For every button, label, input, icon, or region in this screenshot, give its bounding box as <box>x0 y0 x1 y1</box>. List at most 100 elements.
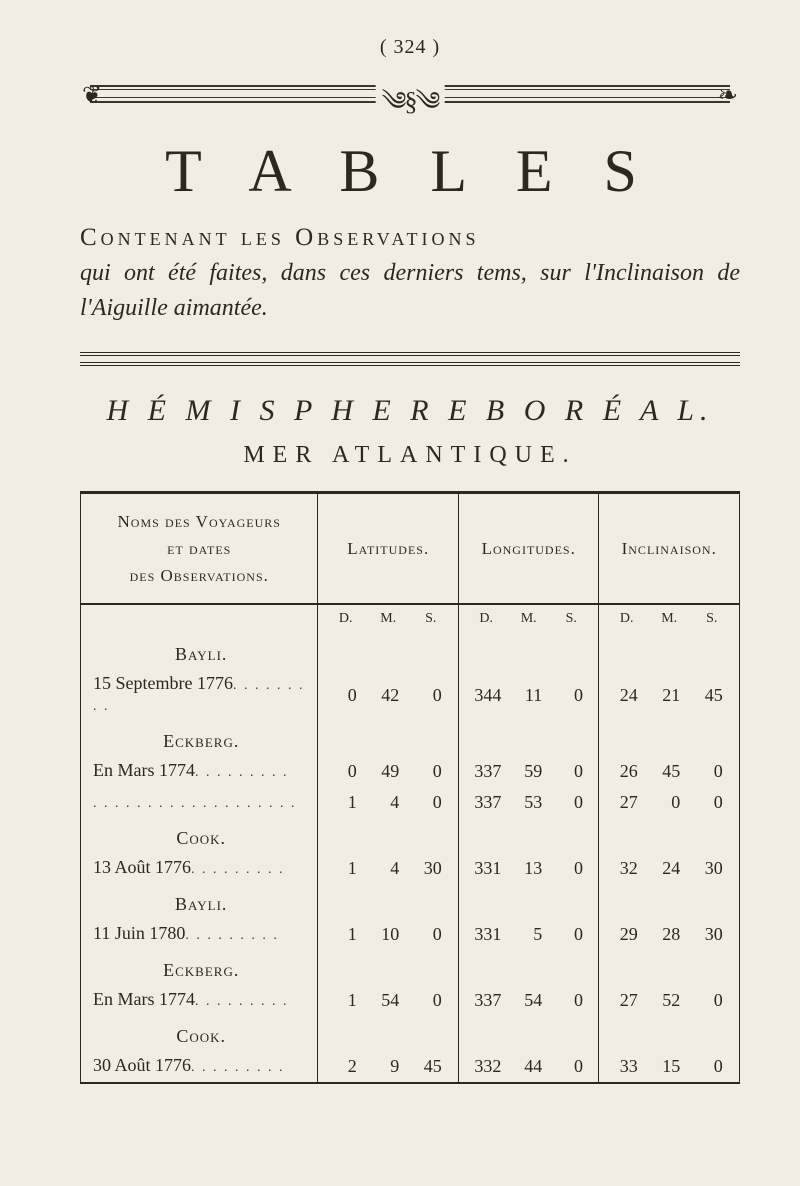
table-row: 13 Août 17761430331130322430 <box>81 853 740 884</box>
val-s: 0 <box>561 858 583 879</box>
voyager-row: Cook. <box>81 1016 740 1051</box>
val-m: 28 <box>658 924 680 945</box>
val-s: 0 <box>701 792 723 813</box>
voyager-name: Cook. <box>91 1020 311 1047</box>
val-m: 5 <box>520 924 542 945</box>
val-m: 44 <box>520 1056 542 1077</box>
val-s: 0 <box>561 1056 583 1077</box>
val-d: 33 <box>616 1056 638 1077</box>
val-m: 45 <box>658 761 680 782</box>
val-s: 0 <box>561 761 583 782</box>
page-number: ( 324 ) <box>80 36 740 59</box>
entry-date <box>91 791 311 814</box>
val-d: 337 <box>474 990 501 1011</box>
table-row: 15 Septembre 17760420344110242145 <box>81 669 740 721</box>
voyager-row: Eckberg. <box>81 721 740 756</box>
val-d: 1 <box>335 924 357 945</box>
table-row: 30 Août 1776294533244033150 <box>81 1051 740 1083</box>
val-m: 52 <box>658 990 680 1011</box>
col-header-names: Noms des Voyageurs et dates des Observat… <box>81 492 318 604</box>
entry-date: 15 Septembre 1776 <box>91 673 311 717</box>
val-d: 331 <box>474 924 501 945</box>
val-d: 332 <box>474 1056 501 1077</box>
val-s: 30 <box>701 924 723 945</box>
val-d: 1 <box>335 990 357 1011</box>
val-s: 0 <box>420 924 442 945</box>
val-s: 0 <box>701 1056 723 1077</box>
val-d: 0 <box>335 685 357 706</box>
val-d: 1 <box>335 792 357 813</box>
entry-date: En Mars 1774 <box>91 760 311 783</box>
unit-s: S. <box>701 611 723 627</box>
main-title: T A B L E S <box>80 137 740 206</box>
ornament-right-glyph: ❧ <box>718 81 738 110</box>
val-d: 344 <box>474 685 501 706</box>
observations-table: Noms des Voyageurs et dates des Observat… <box>80 491 740 1085</box>
voyager-name: Eckberg. <box>91 725 311 752</box>
val-d: 337 <box>474 792 501 813</box>
val-s: 0 <box>561 792 583 813</box>
val-m: 21 <box>658 685 680 706</box>
val-m: 13 <box>520 858 542 879</box>
subtitle: Contenant les Observations qui ont été f… <box>80 220 740 326</box>
val-s: 0 <box>561 990 583 1011</box>
val-s: 0 <box>420 792 442 813</box>
voyager-name: Cook. <box>91 822 311 849</box>
val-m: 9 <box>377 1056 399 1077</box>
val-s: 0 <box>701 761 723 782</box>
val-s: 45 <box>701 685 723 706</box>
val-s: 0 <box>420 990 442 1011</box>
sea-heading: MER ATLANTIQUE. <box>80 442 740 469</box>
unit-s: S. <box>560 611 582 627</box>
val-m: 54 <box>520 990 542 1011</box>
val-s: 0 <box>420 761 442 782</box>
unit-m: M. <box>518 611 540 627</box>
unit-d: D. <box>475 611 497 627</box>
entry-date: 13 Août 1776 <box>91 857 311 880</box>
val-m: 4 <box>377 858 399 879</box>
hemisphere-heading: H É M I S P H E R E B O R É A L. <box>80 394 740 428</box>
val-s: 30 <box>420 858 442 879</box>
val-m: 49 <box>377 761 399 782</box>
val-s: 0 <box>561 685 583 706</box>
val-m: 24 <box>658 858 680 879</box>
val-d: 331 <box>474 858 501 879</box>
voyager-row: Bayli. <box>81 884 740 919</box>
val-m: 4 <box>377 792 399 813</box>
val-d: 29 <box>616 924 638 945</box>
val-m: 42 <box>377 685 399 706</box>
val-s: 30 <box>701 858 723 879</box>
entry-date: 11 Juin 1780 <box>91 923 311 946</box>
val-m: 54 <box>377 990 399 1011</box>
units-row: D.M.S.D.M.S.D.M.S. <box>81 604 740 634</box>
unit-d: D. <box>335 611 357 627</box>
val-m: 11 <box>520 685 542 706</box>
table-header-row: Noms des Voyageurs et dates des Observat… <box>81 492 740 604</box>
val-d: 2 <box>335 1056 357 1077</box>
voyager-name: Eckberg. <box>91 954 311 981</box>
voyager-row: Cook. <box>81 818 740 853</box>
unit-m: M. <box>377 611 399 627</box>
table-row: En Mars 1774049033759026450 <box>81 756 740 787</box>
val-d: 1 <box>335 858 357 879</box>
table-row: En Mars 1774154033754027520 <box>81 985 740 1016</box>
unit-s: S. <box>420 611 442 627</box>
val-d: 0 <box>335 761 357 782</box>
val-d: 27 <box>616 990 638 1011</box>
val-s: 0 <box>420 685 442 706</box>
voyager-row: Bayli. <box>81 634 740 670</box>
val-m: 53 <box>520 792 542 813</box>
val-m: 0 <box>658 792 680 813</box>
table-row: 11 Juin 1780110033150292830 <box>81 919 740 950</box>
ornament-left-glyph: ❦ <box>82 81 102 110</box>
val-s: 45 <box>420 1056 442 1077</box>
subtitle-smallcaps: Contenant les Observations <box>80 224 479 251</box>
col-header-lat: Latitudes. <box>318 492 459 604</box>
col-header-inc: Inclinaison. <box>599 492 740 604</box>
ornament-center-glyph: ༄§༄ <box>376 73 445 146</box>
voyager-row: Eckberg. <box>81 950 740 985</box>
ornament-rule: ❦ ༄§༄ ❧ <box>90 77 730 109</box>
entry-date: En Mars 1774 <box>91 989 311 1012</box>
voyager-name: Bayli. <box>91 888 311 915</box>
unit-m: M. <box>658 611 680 627</box>
